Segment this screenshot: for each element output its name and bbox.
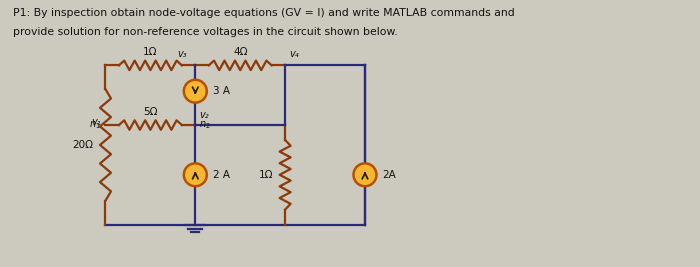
Text: P1: By inspection obtain node-voltage equations (GV = I) and write MATLAB comman: P1: By inspection obtain node-voltage eq… xyxy=(13,8,514,18)
Text: v₂: v₂ xyxy=(199,110,209,120)
Text: v₃: v₃ xyxy=(178,49,187,59)
Text: 4Ω: 4Ω xyxy=(233,47,248,57)
Text: 1Ω: 1Ω xyxy=(143,47,158,57)
Text: v₁: v₁ xyxy=(91,117,101,127)
Text: 5Ω: 5Ω xyxy=(143,107,158,117)
Text: $n_1$: $n_1$ xyxy=(89,119,101,131)
Circle shape xyxy=(354,163,377,186)
Circle shape xyxy=(184,163,206,186)
Text: 2 A: 2 A xyxy=(213,170,230,180)
Text: 20Ω: 20Ω xyxy=(73,140,94,150)
Text: v₄: v₄ xyxy=(289,49,299,59)
Text: 1Ω: 1Ω xyxy=(259,170,273,180)
Text: 2A: 2A xyxy=(382,170,396,180)
Text: $n_2$: $n_2$ xyxy=(199,119,211,131)
Circle shape xyxy=(184,80,206,103)
Text: provide solution for non-reference voltages in the circuit shown below.: provide solution for non-reference volta… xyxy=(13,26,398,37)
Text: 3 A: 3 A xyxy=(213,86,230,96)
